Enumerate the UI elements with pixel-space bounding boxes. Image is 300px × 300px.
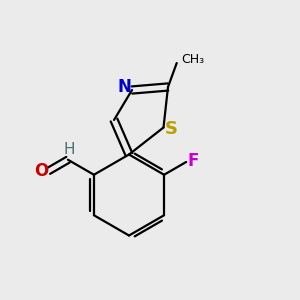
Text: H: H	[64, 142, 75, 157]
Text: F: F	[187, 152, 198, 169]
Text: N: N	[118, 78, 131, 96]
Text: CH₃: CH₃	[181, 53, 204, 66]
Text: O: O	[34, 162, 48, 180]
Text: S: S	[164, 120, 178, 138]
